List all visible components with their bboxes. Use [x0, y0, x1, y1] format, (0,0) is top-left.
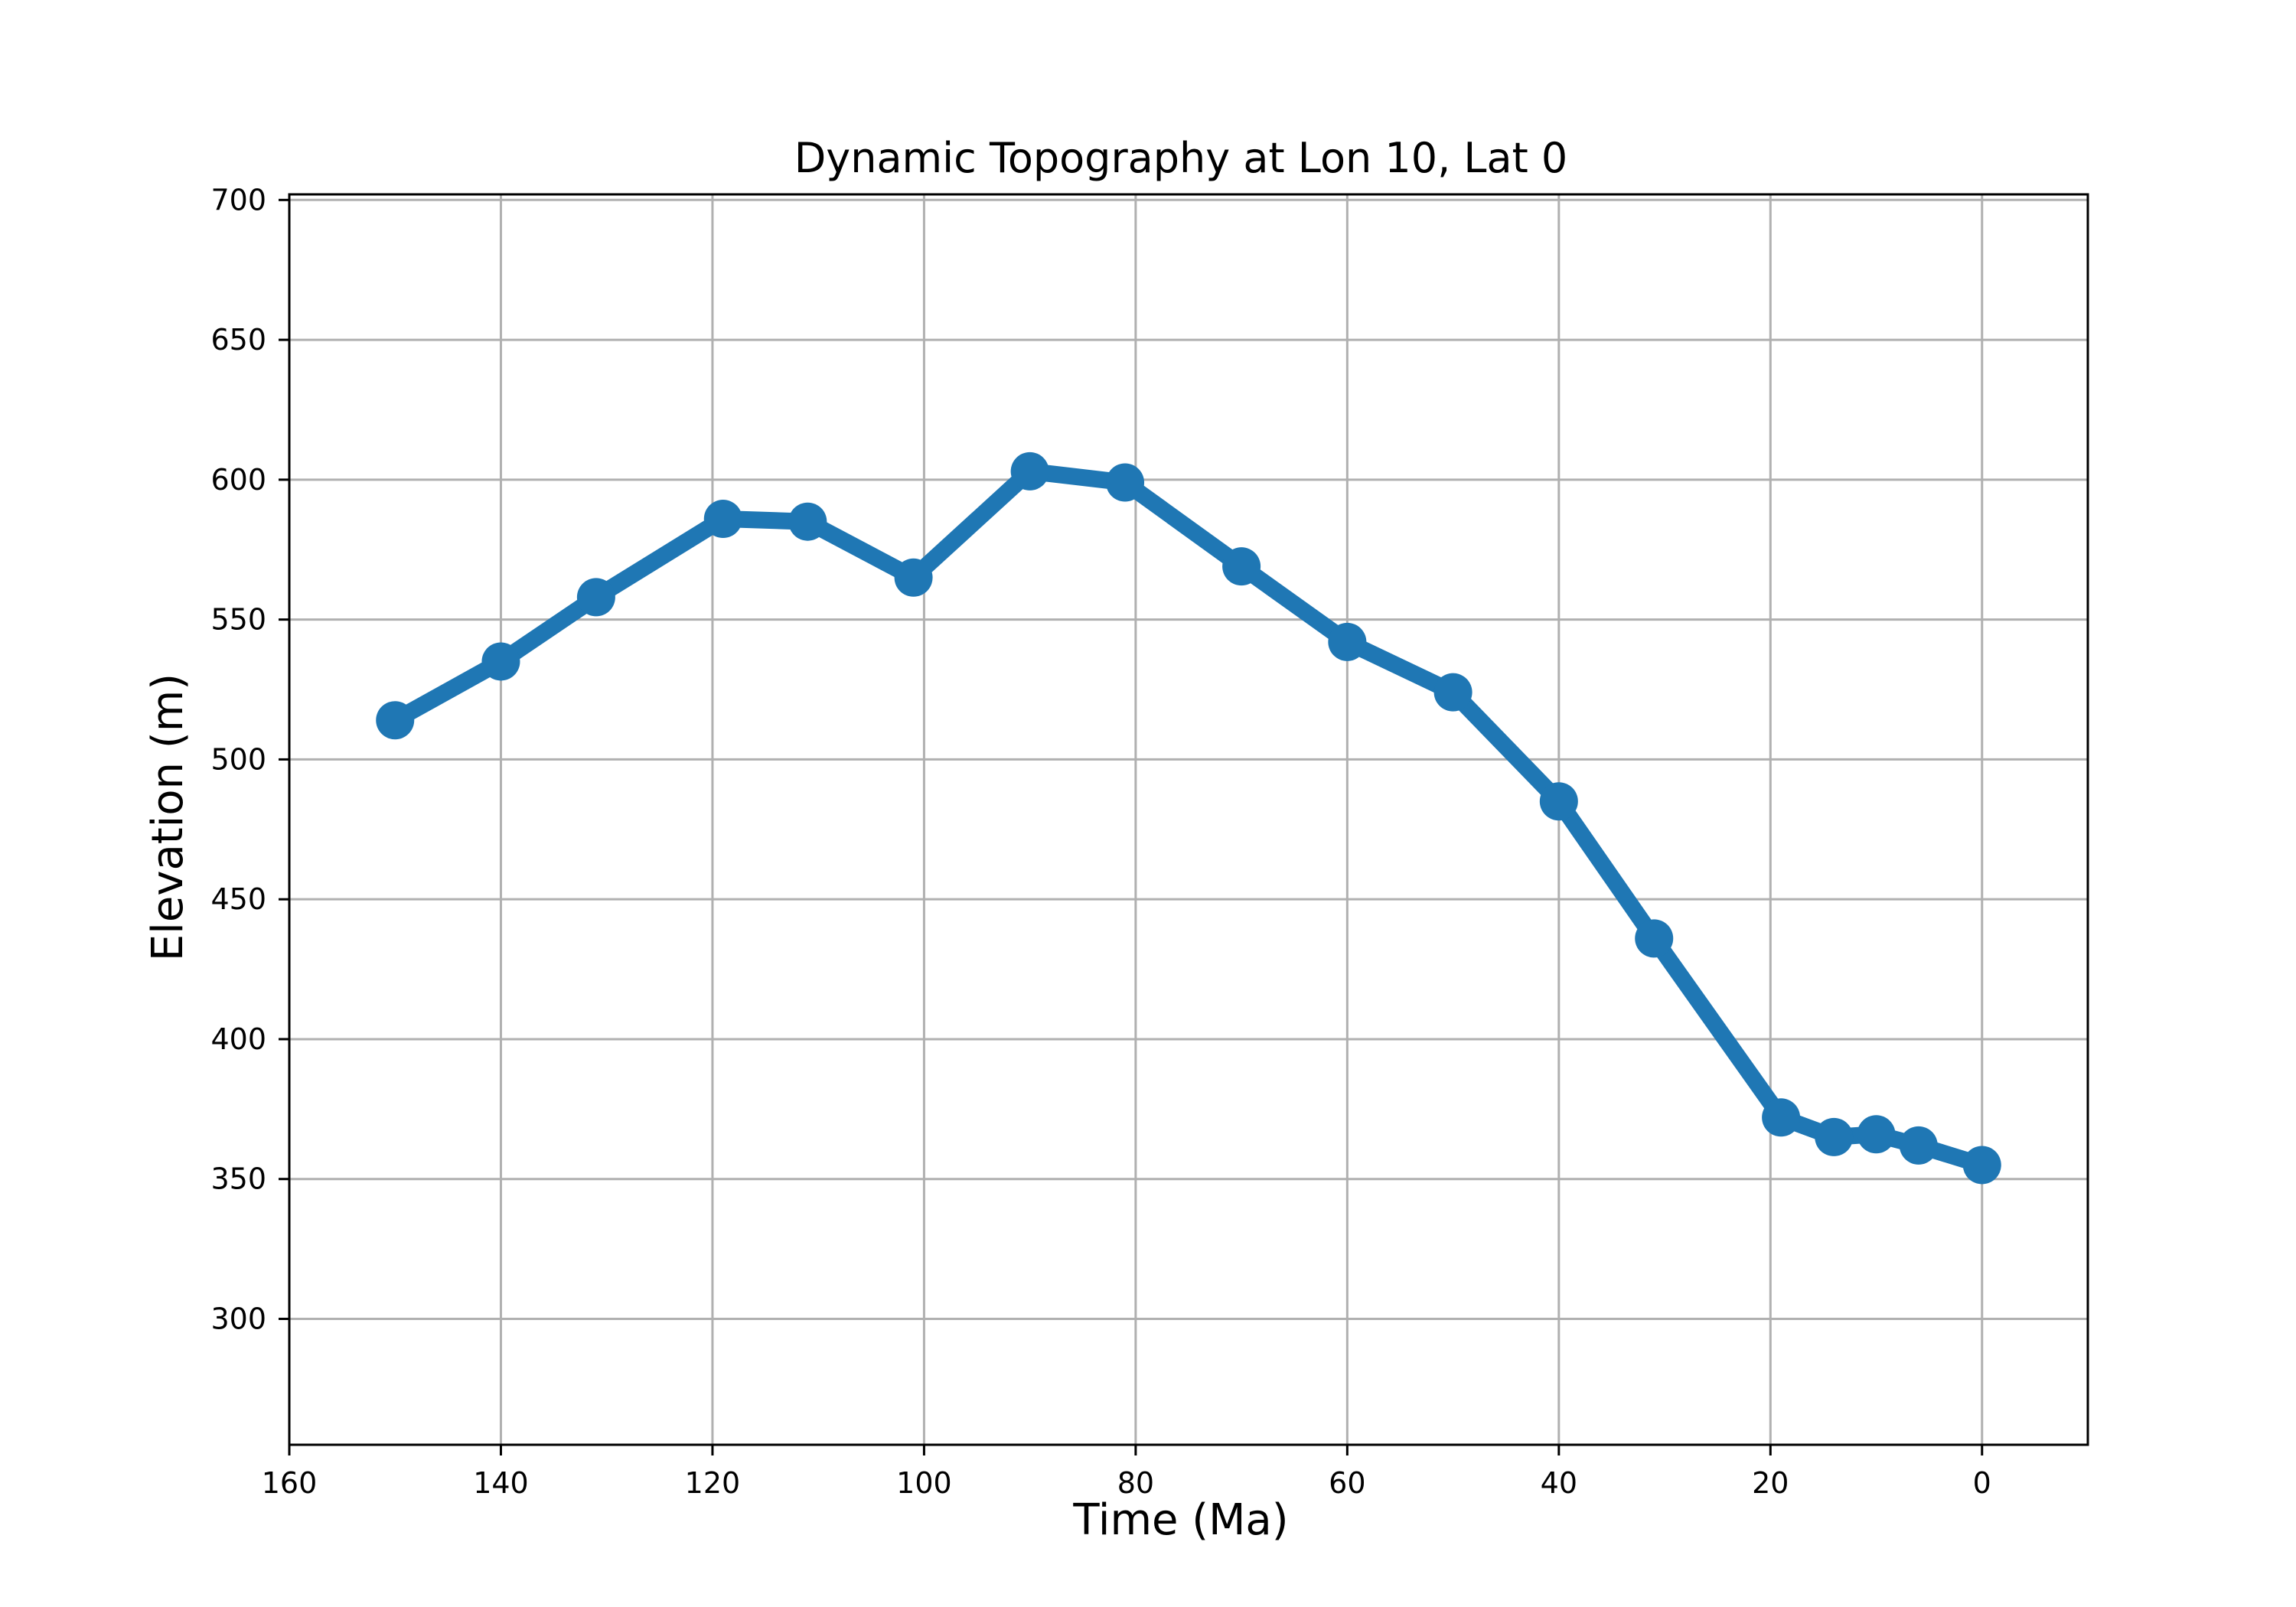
x-tick-label: 40: [1541, 1466, 1577, 1500]
y-axis-label: Elevation (m): [143, 673, 193, 961]
data-point: [1222, 547, 1261, 586]
y-tick-label: 700: [210, 183, 266, 217]
x-tick-label: 0: [1973, 1466, 1991, 1500]
data-point: [894, 558, 933, 597]
data-point: [1635, 919, 1674, 958]
data-point: [576, 578, 615, 617]
x-tick-label: 140: [473, 1466, 529, 1500]
data-point: [1539, 782, 1578, 821]
data-point: [1328, 622, 1367, 661]
data-point: [1857, 1115, 1896, 1154]
data-point: [788, 502, 827, 541]
y-tick-label: 550: [210, 603, 266, 637]
grid-lines: [288, 194, 2088, 1445]
plot-frame: [288, 193, 2089, 1446]
data-point: [481, 642, 520, 681]
data-point: [1433, 673, 1473, 712]
y-tick-label: 400: [210, 1022, 266, 1056]
x-tick-label: 100: [896, 1466, 952, 1500]
y-tick-label: 600: [210, 463, 266, 497]
x-tick-label: 160: [262, 1466, 318, 1500]
data-point: [376, 701, 415, 740]
y-tick-label: 350: [210, 1162, 266, 1196]
data-point: [703, 500, 742, 539]
data-point: [1106, 463, 1145, 502]
data-point: [1815, 1117, 1854, 1156]
data-point: [1762, 1098, 1801, 1137]
x-tick-label: 20: [1752, 1466, 1789, 1500]
x-tick-label: 80: [1117, 1466, 1154, 1500]
axis-ticks: 160 140 120 100 80 60 40 20 0 300 350 400 450 500 550 6…: [210, 183, 1991, 1500]
x-axis-label: Time (Ma): [1072, 1495, 1288, 1545]
y-tick-label: 650: [210, 323, 266, 357]
data-point: [1899, 1126, 1938, 1165]
data-series: [376, 451, 2001, 1185]
data-point: [1962, 1146, 2001, 1185]
x-tick-label: 60: [1329, 1466, 1365, 1500]
x-tick-label: 120: [685, 1466, 741, 1500]
data-point: [1010, 451, 1049, 491]
y-tick-label: 450: [210, 882, 266, 916]
chart-title: Dynamic Topography at Lon 10, Lat 0: [794, 134, 1568, 182]
y-tick-label: 500: [210, 742, 266, 776]
y-tick-label: 300: [210, 1302, 266, 1336]
